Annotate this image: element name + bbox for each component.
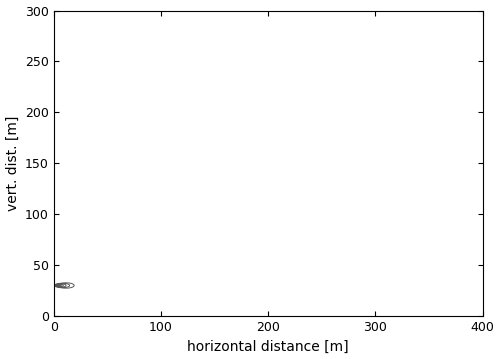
Y-axis label: vert. dist. [m]: vert. dist. [m] (6, 116, 20, 211)
X-axis label: horizontal distance [m]: horizontal distance [m] (188, 340, 349, 354)
